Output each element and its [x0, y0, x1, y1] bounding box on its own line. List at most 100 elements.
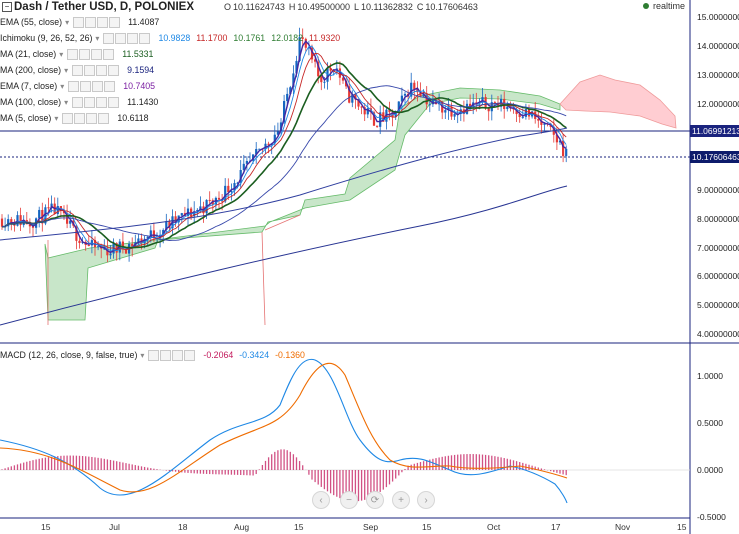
- eye-icon[interactable]: [73, 16, 85, 28]
- eye-icon[interactable]: [148, 349, 160, 361]
- plus-icon[interactable]: [172, 349, 184, 361]
- minus-square-icon[interactable]: −: [2, 2, 12, 12]
- candle-body: [118, 241, 121, 253]
- candle-body: [469, 103, 472, 107]
- chevron-down-icon[interactable]: ▾: [59, 49, 64, 59]
- chevron-down-icon[interactable]: ▾: [54, 113, 59, 123]
- candle-body: [112, 243, 115, 254]
- candle-body: [230, 190, 233, 193]
- chevron-right-icon[interactable]: ›: [417, 491, 435, 509]
- eye-icon[interactable]: [72, 64, 84, 76]
- indicator-controls[interactable]: [62, 112, 110, 124]
- indicator-name: MA (5, close): [0, 113, 52, 123]
- close-icon[interactable]: [108, 64, 120, 76]
- candle-body: [19, 215, 22, 226]
- macd-axis-label: 0.5000: [697, 418, 723, 428]
- candle-body: [565, 148, 568, 157]
- eye-icon[interactable]: [67, 48, 79, 60]
- eye-icon[interactable]: [103, 32, 115, 44]
- ichimoku-cloud-bull: [44, 87, 561, 321]
- reset-icon[interactable]: ⟳: [366, 491, 384, 509]
- chevron-down-icon[interactable]: ▾: [140, 350, 145, 360]
- candle-body: [38, 209, 41, 219]
- chevron-down-icon[interactable]: ▾: [60, 81, 65, 91]
- chevron-down-icon[interactable]: ▾: [64, 97, 69, 107]
- ohlc-value: 10.11624743: [233, 2, 285, 12]
- candle-body: [382, 112, 385, 122]
- candle-body: [555, 134, 558, 143]
- indicator-value: 11.9320: [309, 33, 341, 43]
- indicator-controls[interactable]: [72, 64, 120, 76]
- close-icon[interactable]: [109, 16, 121, 28]
- indicator-legend[interactable]: MA (200, close) ▾ 9.1594: [0, 63, 160, 77]
- gear-icon[interactable]: [74, 112, 86, 124]
- plus-icon[interactable]: [127, 32, 139, 44]
- indicator-legend[interactable]: MA (100, close) ▾ 11.1430: [0, 95, 164, 109]
- close-icon[interactable]: [103, 48, 115, 60]
- chevron-down-icon[interactable]: ▾: [64, 65, 69, 75]
- chevron-down-icon[interactable]: ▾: [65, 17, 70, 27]
- gear-icon[interactable]: [160, 349, 172, 361]
- indicator-legend[interactable]: MA (5, close) ▾ 10.6118: [0, 111, 155, 125]
- gear-icon[interactable]: [85, 16, 97, 28]
- eye-icon[interactable]: [68, 80, 80, 92]
- close-icon[interactable]: [184, 349, 196, 361]
- close-icon[interactable]: [98, 112, 110, 124]
- indicator-controls[interactable]: [67, 48, 115, 60]
- candle-body: [357, 99, 360, 107]
- symbol-title[interactable]: Dash / Tether USD, D, POLONIEX: [14, 1, 194, 13]
- close-icon[interactable]: [104, 80, 116, 92]
- realtime-label: realtime: [652, 1, 685, 11]
- candle-body: [444, 110, 447, 113]
- indicator-legend[interactable]: Ichimoku (9, 26, 52, 26) ▾ 10.9828 11.1700 1…: [0, 31, 346, 45]
- indicator-legend[interactable]: MA (21, close) ▾ 11.5331: [0, 47, 159, 61]
- gear-icon[interactable]: [115, 32, 127, 44]
- indicator-legend[interactable]: EMA (7, close) ▾ 10.7405: [0, 79, 161, 93]
- candle-body: [273, 134, 276, 144]
- candle-body: [31, 226, 35, 228]
- candle-body: [236, 182, 239, 184]
- plus-icon[interactable]: [97, 16, 109, 28]
- candle-body: [233, 183, 236, 191]
- candle-body: [180, 213, 183, 216]
- candle-body: [320, 76, 323, 83]
- candle-body: [360, 106, 363, 108]
- macd-line: [0, 358, 568, 504]
- gear-icon[interactable]: [80, 80, 92, 92]
- indicator-legend[interactable]: EMA (55, close) ▾ 11.4087: [0, 15, 165, 29]
- gear-icon[interactable]: [84, 96, 96, 108]
- indicator-controls[interactable]: [148, 349, 196, 361]
- candle-body: [348, 86, 351, 103]
- indicator-controls[interactable]: [72, 96, 120, 108]
- close-icon[interactable]: [108, 96, 120, 108]
- candle-body: [174, 216, 177, 223]
- candle-body: [363, 107, 366, 115]
- eye-icon[interactable]: [62, 112, 74, 124]
- candle-body: [487, 107, 490, 112]
- chevron-down-icon[interactable]: ▾: [95, 33, 100, 43]
- gear-icon[interactable]: [84, 64, 96, 76]
- candle-body: [7, 219, 10, 227]
- minus-icon[interactable]: −: [340, 491, 358, 509]
- macd-legend[interactable]: MACD (12, 26, close, 9, false, true) ▾ -0.…: [0, 348, 311, 362]
- candle-body: [428, 104, 431, 106]
- candle-body: [543, 123, 546, 125]
- plus-icon[interactable]: [96, 96, 108, 108]
- indicator-controls[interactable]: [103, 32, 151, 44]
- eye-icon[interactable]: [72, 96, 84, 108]
- plus-icon[interactable]: [86, 112, 98, 124]
- close-icon[interactable]: [139, 32, 151, 44]
- indicator-controls[interactable]: [68, 80, 116, 92]
- plus-icon[interactable]: +: [392, 491, 410, 509]
- indicator-controls[interactable]: [73, 16, 121, 28]
- plus-icon[interactable]: [91, 48, 103, 60]
- candle-body: [78, 240, 81, 244]
- plus-icon[interactable]: [96, 64, 108, 76]
- gear-icon[interactable]: [79, 48, 91, 60]
- candle-body: [558, 140, 562, 143]
- chevron-left-icon[interactable]: ‹: [312, 491, 330, 509]
- candle-body: [434, 100, 438, 105]
- plus-icon[interactable]: [92, 80, 104, 92]
- candle-body: [521, 116, 524, 118]
